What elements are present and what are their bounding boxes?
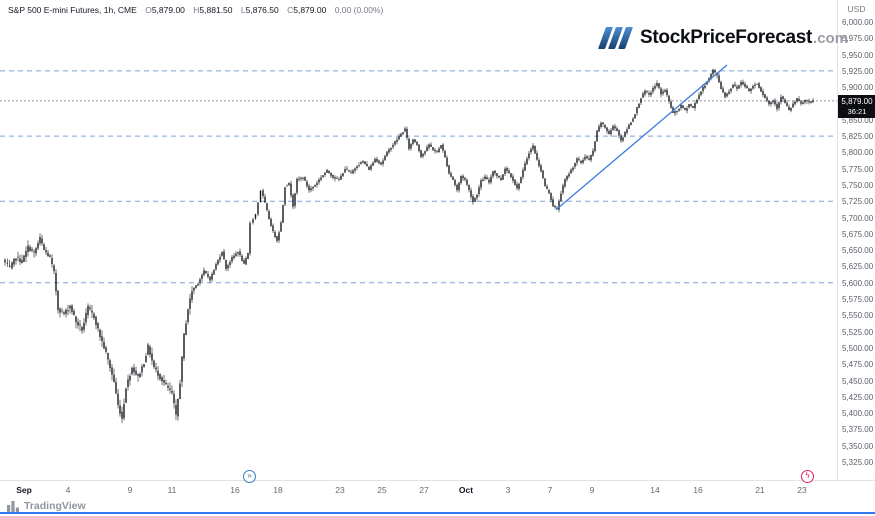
brand-watermark: StockPriceForecast .com [597,27,849,49]
time-tick: 16 [693,485,703,495]
price-tick: 5,375.00 [842,425,874,435]
close-label: C [287,5,294,15]
high-label: H [193,5,200,15]
price-tick: 5,575.00 [842,295,874,305]
time-tick: 18 [273,485,283,495]
price-tick: 5,325.00 [842,457,874,467]
price-tick: 5,800.00 [842,148,874,158]
time-tick: 4 [65,485,71,495]
symbol-info-bar: S&P 500 E-mini Futures, 1h, CME O5,879.0… [8,5,383,15]
tradingview-attribution[interactable]: TradingView [7,500,86,512]
time-tick: 16 [230,485,240,495]
countdown-timer: 36:21 [847,106,867,116]
last-price-value: 5,879.00 [841,96,873,106]
time-tick: 23 [797,485,807,495]
price-tick: 5,700.00 [842,213,874,223]
price-tick: 5,425.00 [842,392,874,402]
price-axis[interactable]: USD 6,000.00 5,975.00 5,950.00 5,925.00 5,90… [837,0,875,480]
price-tick: 5,850.00 [842,115,874,125]
tradingview-logo-icon [7,500,19,512]
price-tick: 5,950.00 [842,50,874,60]
time-tick: 27 [419,485,429,495]
price-tick: 5,775.00 [842,164,874,174]
low-label: L [240,5,246,15]
time-tick: 25 [377,485,387,495]
close-value: 5,879.00 [293,5,327,15]
price-tick: 5,600.00 [842,278,874,288]
candles-layer [4,68,814,424]
price-tick: 5,925.00 [842,66,874,76]
time-tick: 23 [335,485,345,495]
price-tick: 6,000.00 [842,17,874,27]
price-tick: 5,450.00 [842,376,874,386]
open-label: O [145,5,152,15]
time-tick: 21 [755,485,765,495]
brand-logo-icon [597,27,634,49]
time-tick: 11 [167,485,177,495]
time-tick: 7 [547,485,553,495]
price-tick: 5,725.00 [842,197,874,207]
brand-name: StockPriceForecast [640,27,813,48]
time-tick: 3 [505,485,511,495]
price-tick: 5,675.00 [842,229,874,239]
low-value: 5,876.50 [245,5,279,15]
open-value: 5,879.00 [151,5,185,15]
last-price-badge: 5,879.00 36:21 [838,94,875,118]
price-tick: 5,625.00 [842,262,874,272]
price-tick: 5,550.00 [842,311,874,321]
brand-suffix: .com [813,29,849,47]
time-tick: Oct [458,485,474,495]
time-tick: 14 [650,485,660,495]
event-marker[interactable]: » [243,470,256,483]
price-tick: 5,650.00 [842,246,874,256]
price-tick: 5,475.00 [842,360,874,370]
time-tick: 9 [127,485,133,495]
price-chart-canvas[interactable] [0,0,837,480]
price-tick: 5,750.00 [842,180,874,190]
currency-label: USD [847,4,866,14]
high-value: 5,881.50 [199,5,233,15]
event-marker[interactable]: ϟ [801,470,814,483]
trendline[interactable] [555,64,728,211]
time-tick: Sep [16,485,32,495]
price-tick: 5,350.00 [842,441,874,451]
price-tick: 5,975.00 [842,34,874,44]
price-tick: 5,400.00 [842,409,874,419]
price-tick: 5,825.00 [842,132,874,142]
bottom-accent-line [0,512,875,514]
tradingview-label: TradingView [24,500,86,512]
price-tick: 5,500.00 [842,343,874,353]
symbol-title[interactable]: S&P 500 E-mini Futures, 1h, CME [8,5,137,15]
change-value: 0.00 (0.00%) [334,5,384,15]
price-tick: 5,900.00 [842,83,874,93]
time-tick: 9 [589,485,595,495]
time-axis[interactable]: Sep 4 9 11 16 18 23 25 27 Oct 3 7 9 14 16 21 23 [0,480,875,499]
price-tick: 5,525.00 [842,327,874,337]
